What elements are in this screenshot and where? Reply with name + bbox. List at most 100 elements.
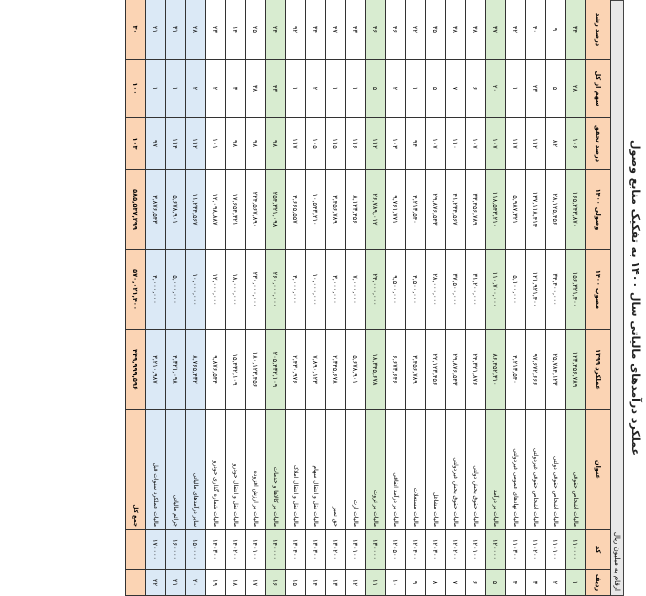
table-cell: ۱۸۰,۱۲۳,۴۵۶ [245,329,266,410]
table-cell: ۱۳۰۰۰۰ [365,529,386,570]
table-cell: ۴۴۹,۹۹۹,۵۹۶ [125,329,146,410]
column-header: کد [585,529,611,570]
table-cell: ۴۶ [385,0,406,60]
table-cell: ۱۰,۰۰۰,۰۰۰ [185,249,206,330]
column-header: عملکرد ۱۳۹۹ [585,329,611,410]
table-cell: ۳ [525,569,546,596]
table-cell: ۴۱,۲۳۴,۵۶۷ [445,169,466,250]
table-row: ۸ ۱۲۰۳۰۰ مالیات مشاغل ۲۲,۱۲۳,۴۵۶ ۲۸,۰۰۰,۰۰۰ ۲… [425,0,446,596]
table-cell: ۱ [145,59,166,118]
row-title: مالیات اشخاص حقوقی غیردولتی [525,409,546,530]
row-title: مالیات نقل و انتقال خودرو [225,409,246,530]
table-cell: ۴,۲۱۳,۵۴۰ [505,329,526,410]
table-cell: ۳۵ [425,0,446,60]
table-cell: ۱۲۰۲۰۰ [445,529,466,570]
table-cell: ۱ [285,59,306,118]
table-cell: ۵ [485,569,506,596]
table-cell: ۱۰۷ [485,117,506,170]
table-cell: ۶,۶۷۳,۶۴۶ [385,329,406,410]
table-cell: ۵ [365,59,386,118]
table-row: ۱۵ ۱۳۰۴۰۰ مالیات نقل و انتقال املاک ۲,۴۳۰,۹… [285,0,306,596]
table-cell: ۵,۰۰۰,۰۰۰ [165,249,186,330]
row-title: مالیات حقوق بخش دولتی [465,409,486,530]
table-cell: ۱۲,۰۰۰,۰۰۰ [205,249,226,330]
table-cell: ۴,۵۰۰,۰۰۰ [405,249,426,330]
table-cell: ۱۶ [265,569,286,596]
table-row: ۱۴ ۱۳۰۳۰۰ مالیات نقل و انتقال سهام ۷,۸۹۰,۱۲… [305,0,326,596]
table-row: ۱۶ ۱۴۰۰۰۰ مالیات بر کالاها و خدمات ۲۰۵,۴۳۲,… [265,0,286,596]
table-row: ۴ ۱۱۰۳۰۰ مالیات نهادهای عمومی غیردولتی ۴,۲۱… [505,0,526,596]
table-row: ۱۹ ۱۴۰۳۰۰ مالیات شماره گذاری خودرو ۹,۸۷۶,۵۴… [205,0,226,596]
table-cell: ۲۲۴,۵۶۷,۸۹۰ [245,169,266,250]
row-title: مالیات اشخاص حقوقی [565,409,586,530]
table-cell [125,569,146,596]
table-row: ۶ ۱۲۰۱۰۰ مالیات حقوق بخش دولتی ۲۴,۳۲۱,۸۷۶ ۳۱… [465,0,486,596]
table-cell: ۶ [465,59,486,118]
row-title: مالیات بر درآمد [485,409,506,530]
table-cell: ۲۲ [145,569,166,596]
table-body: ۱ ۱۱۰۰۰۰ مالیات اشخاص حقوقی ۱۲۳,۴۵۶,۷۸۹ ۱۵۶,… [125,0,586,596]
table-cell: ۱۱۷ [285,117,306,170]
table-cell: ۵ [425,59,446,118]
table-cell: ۵۸۵,۵۳۷,۲۹۹ [125,169,146,250]
table-cell: ۱۸,۳۴۵,۶۷۸ [365,329,386,410]
table-cell: ۲,۴۳۰,۹۷۶ [285,329,306,410]
table-cell: ۲۸,۰۰۰,۰۰۰ [425,249,446,330]
table-cell: ۱۳۰۱۰۰ [345,529,366,570]
table-cell: ۱۵,۴۳۲,۱۰۹ [225,329,246,410]
table-cell: ۲ [545,569,566,596]
table-row: جمع کل ۴۴۹,۹۹۹,۵۹۶ ۵۷۰,۰۲۱,۴۰۰ ۵۸۵,۵۳۷,۲۹۹ ۱… [125,0,146,596]
table-cell: ۵,۹۸۷,۳۲۱ [505,169,526,250]
table-cell: ۱۱۸,۵۴۳,۲۱۰ [485,169,506,250]
table-cell: ۳۴ [305,0,326,60]
table-cell: ۲۱ [165,569,186,596]
row-title: مالیات ارث [345,409,366,530]
table-cell: ۳۷ [485,0,506,60]
row-title: جمع کل [125,409,146,530]
subtitle: ارقام به میلیون ریال [611,0,624,596]
table-cell: ۱۵۰۰۰۰ [185,529,206,570]
table-cell: ۲۶,۷۸۹,۰۱۲ [365,169,386,250]
table-cell: ۹,۵۰۰,۰۰۰ [385,249,406,330]
table-cell: ۵۷۰,۰۲۱,۴۰۰ [125,249,146,330]
row-title: مالیات نهادهای عمومی غیردولتی [505,409,526,530]
table-cell: ۹۸ [245,117,266,170]
table-cell: ۳۸ [465,0,486,60]
table-cell: ۱۱۵ [325,117,346,170]
row-title: مالیات بر کالاها و خدمات [265,409,286,530]
table-cell: ۳۸ [245,59,266,118]
table-cell: ۱۷,۶۵۴,۳۲۱ [225,169,246,250]
table-cell: ۳,۲۱۰,۹۸۷ [145,329,166,410]
table-cell: ۸,۱۲۳,۴۵۶ [345,169,366,250]
table-row: ۲۰ ۱۵۰۰۰۰ سایر درآمدهای مالیاتی ۸,۷۶۵,۴۳۲ ۱۰… [185,0,206,596]
table-cell: ۱۲۰۱۰۰ [465,529,486,570]
table-cell: ۳۸ [445,0,466,60]
table-row: ۵ ۱۲۰۰۰۰ مالیات بر درآمد ۸۶,۴۵۲,۳۱۰ ۱۱۰,۷۰۰,… [485,0,506,596]
table-row: ۱۸ ۱۴۰۲۰۰ مالیات نقل و انتقال خودرو ۱۵,۴۳۲,… [225,0,246,596]
table-cell: ۲۰۵,۴۳۲,۱۰۹ [265,329,286,410]
table-cell: ۷ [445,59,466,118]
table-cell: ۸۲ [545,117,566,170]
table-cell: ۱۳۰۲۰۰ [325,529,346,570]
table-cell: ۱۲۰۰۰۰ [485,529,506,570]
table-cell: ۱۳ [325,569,346,596]
table-cell: ۲۹,۸۷۶,۵۴۳ [445,329,466,410]
table-cell: ۱۱۶ [345,117,366,170]
table-cell: ۱۱۰۲۰۰ [525,529,546,570]
table-row: ۲۲ ۱۷۰۰۰۰ مالیات عملکرد سنوات قبل ۳,۲۱۰,۹۸۷… [145,0,166,596]
table-row: ۱۱ ۱۳۰۰۰۰ مالیات بر ثروت ۱۸,۳۴۵,۶۷۸ ۲۴,۰۰۰,۰… [365,0,386,596]
table-cell: ۱۴۰۱۰۰ [245,529,266,570]
table-cell: ۲۴ [265,0,286,60]
table-cell: ۳,۴۵۶,۷۸۹ [405,329,426,410]
table-row: ۱۲ ۱۳۰۱۰۰ مالیات ارث ۵,۶۷۸,۹۰۱ ۷,۰۰۰,۰۰۰ ۸,۱۲… [345,0,366,596]
column-header: وصولی ۱۴۰۰ [585,169,611,250]
table-cell: ۱۱۰ [445,117,466,170]
row-title: مالیات مشاغل [425,409,446,530]
table-cell: ۱۶۰۰۰۰ [165,529,186,570]
table-cell: ۳۳,۴۵۶,۷۸۹ [465,169,486,250]
table-cell: ۱۲,۰۹۸,۸۸۷ [205,169,226,250]
table-cell: ۱۰۳ [125,117,146,170]
table-cell: ۲۴,۳۲۱,۸۷۶ [465,329,486,410]
table-cell: ۳۱,۲۰۰,۰۰۰ [465,249,486,330]
